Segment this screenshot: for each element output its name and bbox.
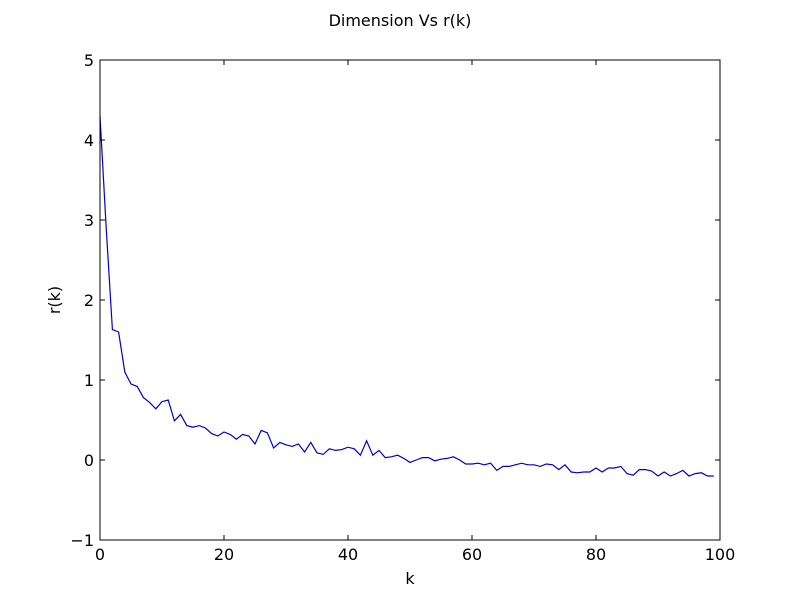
- x-tick-label: 100: [705, 545, 736, 564]
- y-tick-label: −1: [70, 531, 94, 550]
- y-tick-label: 0: [84, 451, 94, 470]
- x-tick-label: 20: [214, 545, 234, 564]
- axes-frame: [99, 59, 721, 541]
- x-tick-label: 80: [586, 545, 606, 564]
- series-line: [99, 115, 714, 477]
- y-tick-label: 2: [84, 291, 94, 310]
- chart-title: Dimension Vs r(k): [329, 11, 472, 30]
- y-tick-label: 3: [84, 211, 94, 230]
- x-tick-label: 60: [462, 545, 482, 564]
- x-tick-label: 40: [338, 545, 358, 564]
- x-axis-label: k: [405, 569, 415, 588]
- x-tick-label: 0: [95, 545, 105, 564]
- y-axis: −1 0 1 2 3 4 5: [70, 51, 720, 550]
- y-tick-label: 1: [84, 371, 94, 390]
- y-tick-label: 5: [84, 51, 94, 70]
- y-axis-label: r(k): [45, 286, 64, 314]
- x-axis: 0 20 40 60 80 100: [95, 60, 735, 564]
- plot-area: [99, 59, 721, 541]
- y-tick-label: 4: [84, 131, 94, 150]
